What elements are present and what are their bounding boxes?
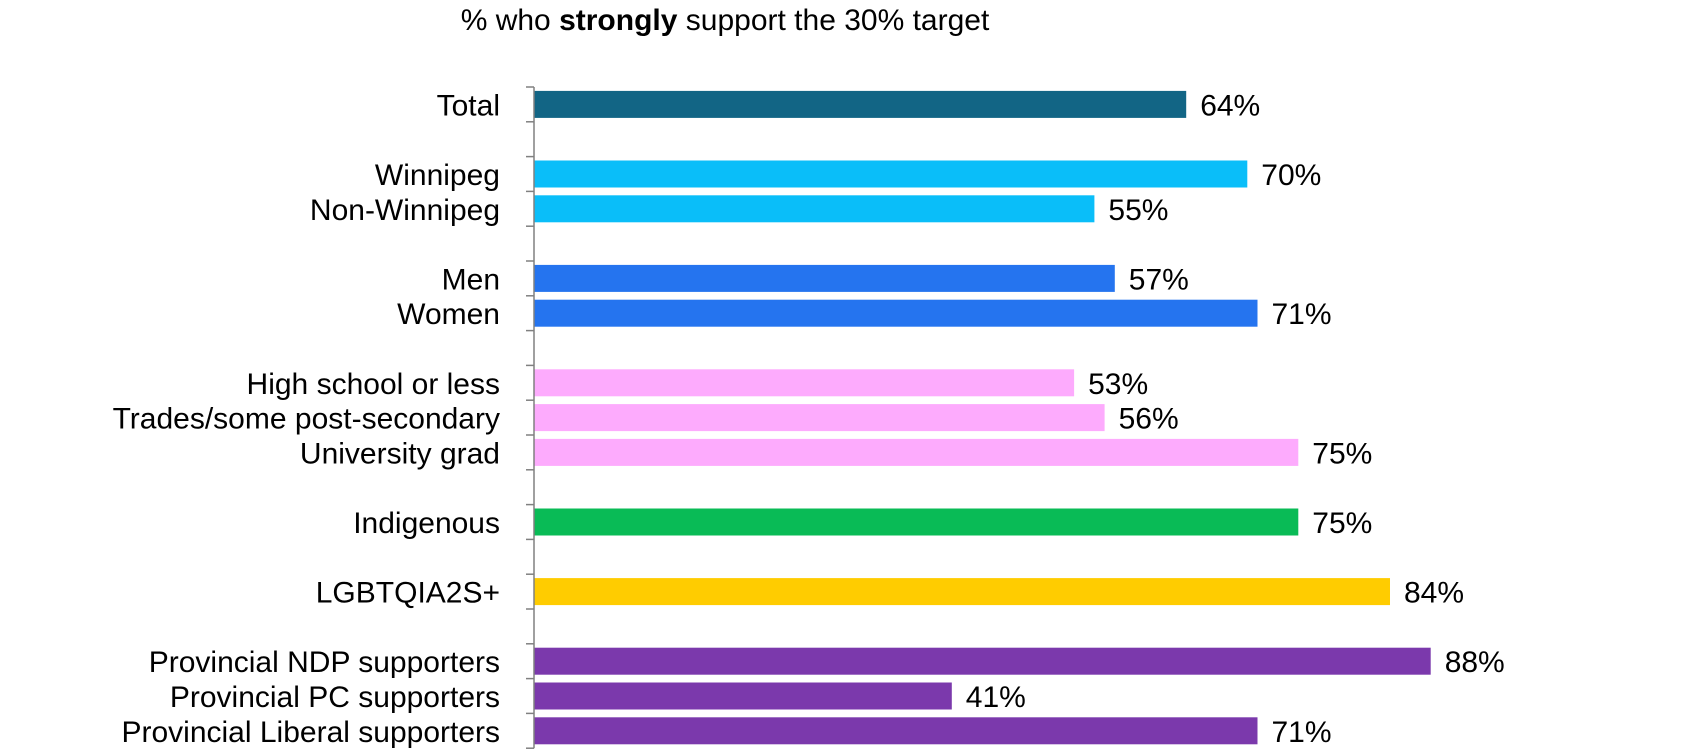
data-label: 71%: [1272, 298, 1332, 331]
category-label: Winnipeg: [375, 159, 500, 192]
bar: [534, 160, 1248, 188]
bar: [534, 195, 1095, 223]
data-label: 88%: [1445, 646, 1505, 679]
bar: [534, 404, 1105, 432]
category-label: Provincial Liberal supporters: [121, 716, 500, 749]
data-label: 70%: [1261, 159, 1321, 192]
data-label: 75%: [1312, 437, 1372, 470]
category-label: Women: [397, 298, 500, 331]
chart-title-suffix: support the 30% target: [677, 4, 990, 37]
category-label: High school or less: [247, 368, 500, 401]
chart-title-prefix: % who: [460, 4, 560, 37]
category-label: Trades/some post-secondary: [113, 403, 500, 436]
bar: [534, 369, 1075, 397]
bar: [534, 508, 1299, 536]
category-label: LGBTQIA2S+: [316, 577, 500, 610]
bar: [534, 717, 1258, 745]
category-label: Indigenous: [353, 507, 500, 540]
data-label: 57%: [1129, 263, 1189, 296]
bar: [534, 264, 1115, 292]
data-label: 55%: [1108, 194, 1168, 227]
bar: [534, 90, 1187, 118]
data-label: 41%: [966, 681, 1026, 714]
category-label: Provincial NDP supporters: [149, 646, 500, 679]
category-label: Provincial PC supporters: [170, 681, 500, 714]
bar: [534, 578, 1390, 606]
chart-title: % who strongly support the 30% target: [0, 4, 1450, 38]
category-label: University grad: [300, 437, 500, 470]
data-label: 64%: [1200, 89, 1260, 122]
data-label: 56%: [1119, 403, 1179, 436]
data-label: 75%: [1312, 507, 1372, 540]
bar: [534, 438, 1299, 466]
data-label: 84%: [1404, 577, 1464, 610]
bar: [534, 647, 1431, 675]
data-label: 71%: [1272, 716, 1332, 749]
bar: [534, 682, 952, 710]
chart-title-emphasis: strongly: [559, 4, 678, 37]
data-label: 53%: [1088, 368, 1148, 401]
category-label: Non-Winnipeg: [310, 194, 500, 227]
category-label: Men: [442, 263, 500, 296]
category-label: Total: [437, 89, 500, 122]
bar: [534, 299, 1258, 327]
